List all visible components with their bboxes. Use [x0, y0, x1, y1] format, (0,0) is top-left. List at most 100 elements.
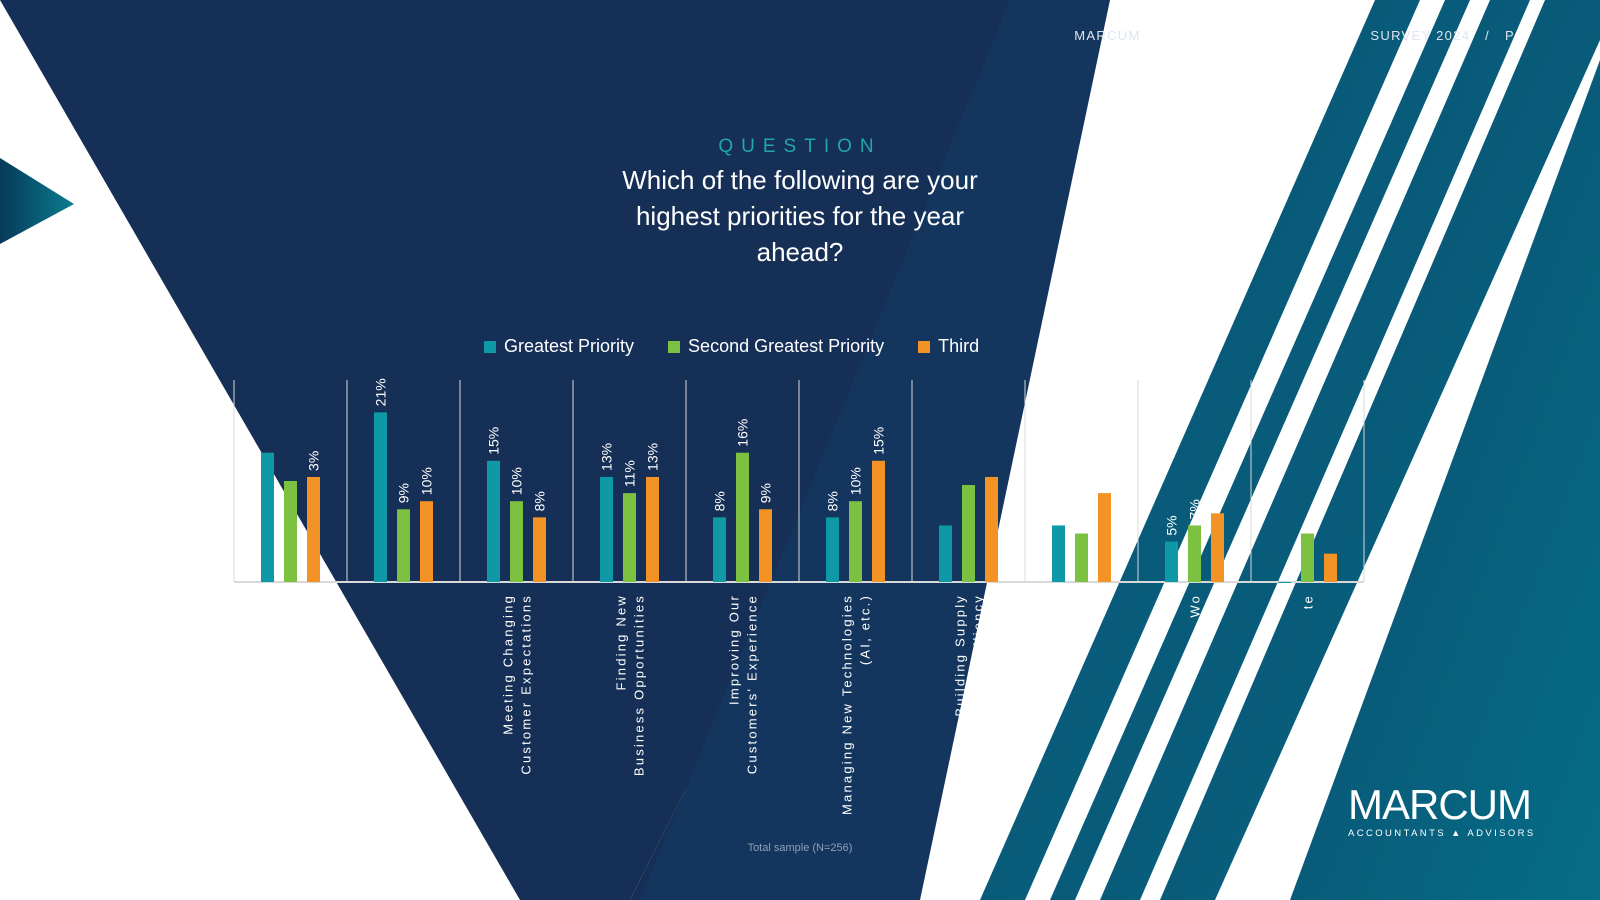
legend-swatch-greatest	[484, 340, 496, 353]
bar-9-0	[1278, 582, 1291, 583]
category-label-line: Building Supply	[953, 594, 968, 717]
data-label-3-1: 11%	[622, 460, 638, 487]
question-text: Which of the following are your highest …	[622, 165, 978, 267]
legend-label-second: Second Greatest Priority	[688, 336, 885, 356]
header-left-text: MARCUM	[1074, 28, 1141, 43]
stripe-3	[1100, 0, 1530, 900]
data-label-5-0: 8%	[825, 491, 841, 511]
data-label-1-1: 9%	[396, 483, 412, 503]
bar-2-2	[533, 517, 546, 582]
bar-0-1	[284, 481, 297, 582]
bar-6-0	[939, 525, 952, 582]
category-label-line: Cyb	[1075, 594, 1090, 624]
bar-3-1	[623, 493, 636, 582]
bar-8-1	[1188, 525, 1201, 582]
data-label-5-2: 15%	[871, 427, 887, 455]
logo-wordmark: MARCUM	[1348, 781, 1532, 828]
category-label-line: te	[1301, 594, 1316, 609]
legend-item-third: Third	[918, 336, 979, 357]
data-label-2-0: 15%	[486, 427, 502, 455]
bar-5-2	[872, 460, 885, 582]
stripe-5	[1290, 60, 1600, 900]
sample-footnote: Total sample (N=256)	[747, 842, 853, 854]
bar-2-1	[510, 501, 523, 582]
bar-7-0	[1052, 525, 1065, 582]
bar-4-2	[759, 509, 772, 582]
category-label-line: Finding New	[614, 594, 629, 690]
stripe-2	[1050, 0, 1470, 900]
data-label-8-1: 7%	[1187, 499, 1203, 519]
chart-category-labels: Meeting Changing Customer Expectations Fin…	[501, 594, 1316, 815]
bar-9-1	[1301, 533, 1314, 582]
category-label-2: Meeting Changing Customer Expectations	[501, 594, 534, 775]
bar-4-0	[713, 517, 726, 582]
category-label-4: Improving Our Customers' Experience	[727, 594, 760, 774]
bar-7-2	[1098, 493, 1111, 582]
header-bar: MARCUM SURVEY 2024 / P	[1074, 28, 1515, 43]
bar-0-0	[261, 452, 274, 582]
data-label-4-2: 9%	[758, 483, 774, 503]
data-label-2-2: 8%	[532, 491, 548, 511]
background-navy-fill	[640, 0, 1110, 900]
bar-0-2	[307, 476, 320, 582]
category-label-line: Customers' Experience	[745, 594, 760, 774]
bar-1-0	[374, 412, 387, 582]
header-page: P	[1505, 28, 1515, 43]
stripe-4	[1160, 0, 1600, 900]
category-label-line: Meeting Changing	[501, 594, 516, 735]
category-label-line: Business Opportunities	[632, 594, 647, 776]
category-label-line: (AI, etc.)	[858, 594, 873, 665]
data-label-4-0: 8%	[712, 491, 728, 511]
data-label-3-2: 13%	[645, 443, 661, 471]
chart-bars	[261, 412, 1337, 583]
marcum-logo: MARCUM ACCOUNTANTS ▲ ADVISORS	[1348, 781, 1538, 840]
chart-data-labels: 3% 21% 9% 10% 15% 10% 8% 13% 11% 13% 8% 16% 9% 8% 10% 1…	[306, 378, 1203, 535]
bar-1-2	[420, 501, 433, 582]
data-label-2-1: 10%	[509, 467, 525, 495]
header-right-text: SURVEY 2024	[1370, 28, 1471, 43]
category-label-line: Wo	[1188, 594, 1203, 618]
legend-label-third: Third	[938, 336, 980, 356]
legend-swatch-third	[918, 340, 931, 353]
legend-label-greatest: Greatest Priority	[504, 336, 635, 356]
bar-3-0	[600, 476, 613, 582]
stripe-1	[980, 0, 1420, 900]
category-label-6: Building Supply Chain Resiliency	[953, 594, 986, 726]
header-separator: /	[1485, 28, 1491, 43]
legend-item-second: Second Greatest Priority	[668, 336, 884, 357]
bar-7-1	[1075, 533, 1088, 582]
legend-item-greatest: Greatest Priority	[484, 336, 634, 357]
category-label-7: Cyb	[1075, 594, 1090, 624]
bar-9-2	[1324, 553, 1337, 582]
category-label-line: Improving Our	[727, 594, 742, 705]
data-label-1-0: 21%	[373, 378, 389, 406]
bar-6-1	[962, 485, 975, 582]
bar-6-2	[985, 476, 998, 582]
arrow-decoration	[0, 158, 74, 244]
question-label: QUESTION	[718, 136, 882, 157]
category-label-line: Chain Resiliency	[971, 594, 986, 726]
category-label-line: Managing New Technologies	[840, 594, 855, 815]
data-label-1-2: 10%	[419, 467, 435, 495]
legend-swatch-second	[668, 340, 681, 353]
data-label-3-0: 13%	[599, 443, 615, 471]
bar-8-0	[1165, 541, 1178, 582]
category-label-5: Managing New Technologies (AI, etc.)	[840, 594, 873, 815]
category-label-3: Finding New Business Opportunities	[614, 594, 647, 776]
logo-tagline: ACCOUNTANTS ▲ ADVISORS	[1348, 828, 1536, 839]
bar-5-1	[849, 501, 862, 582]
category-label-9: te	[1301, 594, 1316, 609]
bar-3-2	[646, 476, 659, 582]
data-label-0-2: 3%	[306, 451, 322, 471]
bar-5-0	[826, 517, 839, 582]
data-label-8-0: 5%	[1164, 515, 1180, 535]
bar-1-1	[397, 509, 410, 582]
category-label-line: Customer Expectations	[519, 594, 534, 775]
bar-4-1	[736, 452, 749, 582]
bar-8-2	[1211, 513, 1224, 582]
bar-2-0	[487, 460, 500, 582]
data-label-4-1: 16%	[735, 419, 751, 447]
